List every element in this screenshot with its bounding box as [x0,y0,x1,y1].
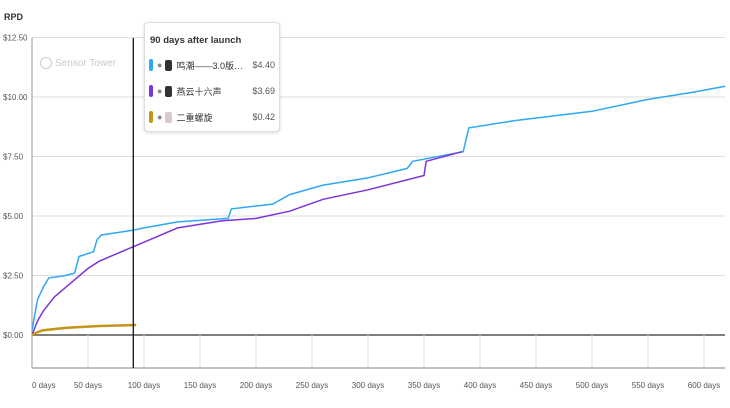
app-name: 鸣潮——3.0版本 前往... [176,60,248,71]
x-tick-label: 0 days [32,381,56,390]
app-icon [165,85,173,97]
tooltip: 90 days after launch ● 鸣潮——3.0版本 前往... $4.… [144,22,280,132]
y-tick-label: $2.50 [3,272,24,281]
x-tick-label: 400 days [464,381,496,390]
app-value: $3.69 [252,86,275,96]
y-tick-label: $7.50 [3,153,24,162]
x-tick-label: 450 days [520,381,552,390]
x-tick-label: 200 days [240,381,272,390]
apple-icon: ● [157,112,163,122]
x-tick-label: 150 days [184,381,216,390]
x-tick-label: 550 days [632,381,664,390]
tooltip-row: ● 鸣潮——3.0版本 前往... $4.40 [145,52,279,78]
y-axis-label: RPD [4,12,24,22]
series-line-1 [31,150,463,336]
app-icon [165,111,173,123]
app-value: $4.40 [252,60,275,70]
x-tick-label: 300 days [352,381,384,390]
app-name: 二重螺旋 [176,112,213,123]
series-swatch [149,85,153,97]
app-name: 燕云十六声 [176,86,222,97]
y-tick-label: $10.00 [3,93,28,102]
x-tick-label: 50 days [74,381,102,390]
x-tick-label: 350 days [408,381,440,390]
tooltip-title: 90 days after launch [150,35,242,46]
apple-icon: ● [157,60,163,70]
x-tick-label: 600 days [688,381,720,390]
app-icon [165,59,173,71]
series-swatch [149,59,153,71]
tooltip-row: ● 燕云十六声 $3.69 [145,78,279,104]
y-tick-label: $5.00 [3,212,24,221]
app-value: $0.42 [252,112,275,122]
watermark-logo: Sensor Tower [40,57,116,69]
watermark-text: Sensor Tower [55,57,116,69]
x-tick-label: 250 days [296,381,328,390]
series-line-0 [31,85,726,331]
y-tick-label: $12.50 [3,34,28,43]
tooltip-row: ● 二重螺旋 $0.42 [145,104,279,130]
apple-icon: ● [157,86,163,96]
x-tick-label: 100 days [128,381,160,390]
series-line-2 [31,323,137,337]
x-tick-label: 500 days [576,381,608,390]
series-swatch [149,111,153,123]
y-tick-label: $0.00 [3,331,24,340]
